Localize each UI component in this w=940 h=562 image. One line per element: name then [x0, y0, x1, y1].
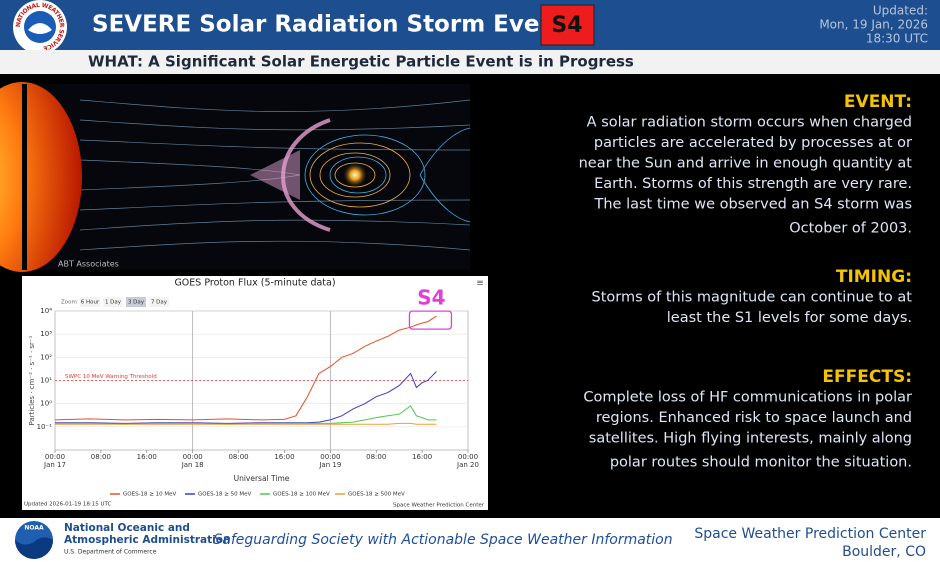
- section-line: regions. Enhanced risk to space launch a…: [596, 410, 912, 426]
- section-heading: TIMING:: [836, 267, 912, 287]
- nws-logo-cloud: [28, 23, 52, 34]
- x-tick-label: 16:00: [274, 453, 294, 461]
- noaa-logo-wave: [15, 537, 53, 559]
- section-line: The last time we observed an S4 storm wa…: [594, 197, 913, 213]
- chart-updated: Updated 2026-01-19 18:15 UTC: [24, 502, 112, 508]
- subheader: WHAT: A Significant Solar Energetic Part…: [88, 53, 634, 71]
- info-sections: EVENT: A solar radiation storm occurs whe…: [579, 92, 913, 471]
- section-heading: EVENT:: [844, 92, 912, 112]
- noaa-logo-text: NOAA: [24, 525, 44, 532]
- image-credit: ABT Associates: [58, 260, 119, 269]
- y-axis-label: Particles · cm⁻² · s⁻¹ · sr⁻¹: [28, 335, 36, 425]
- image-bg: [22, 84, 470, 270]
- x-tick-label: 00:00: [458, 453, 478, 461]
- subheader-bar: [0, 50, 940, 74]
- section-line: satellites. High flying interests, mainl…: [589, 431, 912, 447]
- footer-bar: [0, 518, 940, 562]
- section-line: Storms of this magnitude can continue to…: [591, 290, 912, 306]
- magnetosphere-image: ABT Associates: [0, 82, 471, 272]
- y-tick-label: 10⁰: [40, 400, 52, 408]
- x-tick-label: 16:00: [412, 453, 432, 461]
- x-tick-date: Jan 18: [181, 461, 204, 469]
- x-tick-label: 08:00: [366, 453, 386, 461]
- legend-label: GOES-18 ≥ 500 MeV: [348, 492, 405, 498]
- x-tick-date: Jan 17: [43, 461, 66, 469]
- sun: [0, 82, 82, 272]
- center-name: Space Weather Prediction Center: [694, 526, 926, 542]
- x-tick-label: 08:00: [91, 453, 111, 461]
- x-tick-date: Jan 19: [318, 461, 341, 469]
- x-axis-label: Universal Time: [234, 474, 290, 483]
- section-line: polar routes should monitor the situatio…: [610, 455, 912, 471]
- updated-time: 18:30 UTC: [866, 32, 928, 46]
- zoom-option[interactable]: 1 Day: [105, 300, 122, 306]
- y-tick-label: 10¹: [40, 377, 52, 385]
- series-line: [54, 315, 437, 421]
- image-edge: [22, 84, 27, 270]
- section-line: Earth. Storms of this strength are very …: [594, 176, 912, 192]
- dept: U.S. Department of Commerce: [64, 549, 157, 556]
- title: SEVERE Solar Radiation Storm Event: [92, 12, 567, 38]
- section-line: October of 2003.: [789, 221, 912, 237]
- menu-icon: ≡: [476, 279, 484, 289]
- zoom-option[interactable]: 7 Day: [151, 300, 168, 306]
- section-line: Complete loss of HF communications in po…: [583, 390, 912, 406]
- zoom-button[interactable]: [80, 297, 100, 307]
- org-name: Atmospheric Administration: [64, 534, 230, 546]
- zoom-button[interactable]: [149, 297, 169, 307]
- x-tick-label: 00:00: [45, 453, 65, 461]
- proton-flux-chart: GOES Proton Flux (5-minute data) ≡ Zoom 6 H…: [24, 278, 485, 509]
- zoom-option[interactable]: 3 Day: [128, 300, 145, 306]
- tagline: Safeguarding Society with Actionable Spa…: [213, 532, 672, 548]
- annotation-label: S4: [417, 286, 445, 310]
- section-line: A solar radiation storm occurs when char…: [587, 115, 912, 131]
- section-heading: EFFECTS:: [822, 367, 912, 387]
- earth: [343, 163, 367, 187]
- y-tick-label: 10²: [40, 353, 52, 361]
- legend-label: GOES-18 ≥ 100 MeV: [273, 492, 330, 498]
- location: Boulder, CO: [842, 544, 926, 560]
- section-line: near the Sun and arrive in enough quanti…: [579, 156, 913, 172]
- field-lines-blue: [304, 127, 471, 223]
- org-name: National Oceanic and: [64, 522, 190, 534]
- chart-panel: [22, 276, 488, 510]
- zoom-option[interactable]: 6 Hour: [81, 300, 100, 306]
- updated-date: Mon, 19 Jan, 2026: [819, 18, 928, 32]
- severity-badge: [540, 4, 595, 46]
- annotation-box: [408, 310, 453, 330]
- zoom-label: Zoom: [61, 300, 77, 306]
- badge-text: S4: [551, 13, 582, 38]
- x-tick-date: Jan 20: [456, 461, 479, 469]
- y-tick-label: 10⁴: [40, 307, 52, 315]
- series-line: [55, 422, 437, 425]
- zoom-button[interactable]: [103, 297, 123, 307]
- chart-credit: Space Weather Prediction Center: [393, 503, 485, 509]
- x-tick-label: 08:00: [228, 453, 248, 461]
- chart-title: GOES Proton Flux (5-minute data): [174, 278, 335, 289]
- legend-label: GOES-18 ≥ 50 MeV: [198, 492, 252, 498]
- x-tick-label: 16:00: [137, 453, 157, 461]
- y-tick-label: 10⁻¹: [37, 423, 53, 431]
- section-line: particles are accelerated by processes a…: [594, 135, 912, 151]
- threshold-label: SWPC 10 MeV Warning Threshold: [65, 374, 157, 380]
- y-tick-label: 10³: [40, 330, 52, 338]
- header-bar: [0, 0, 940, 50]
- series-line: [55, 405, 437, 425]
- x-tick-label: 00:00: [320, 453, 340, 461]
- zoom-button[interactable]: [126, 297, 146, 307]
- legend-label: GOES-18 ≥ 10 MeV: [123, 492, 177, 498]
- series-line: [55, 370, 437, 424]
- x-tick-label: 00:00: [183, 453, 203, 461]
- magnetotail: [250, 150, 300, 200]
- section-line: least the S1 levels for some days.: [667, 310, 912, 326]
- updated-label: Updated:: [873, 4, 928, 18]
